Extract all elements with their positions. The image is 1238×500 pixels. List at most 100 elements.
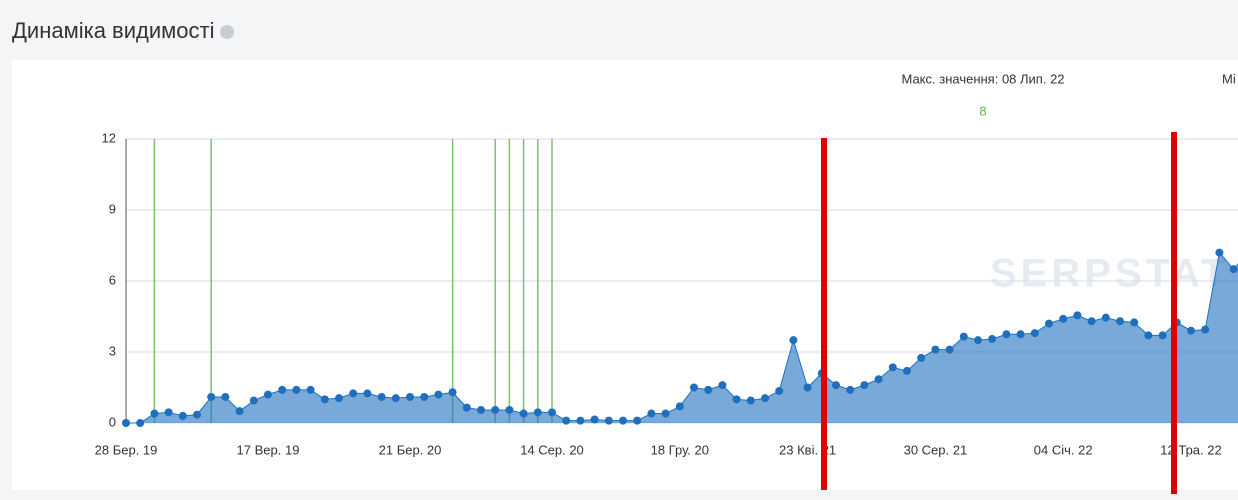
point	[264, 390, 272, 399]
point	[761, 394, 769, 403]
point	[477, 405, 485, 414]
point	[1201, 325, 1210, 334]
point	[1073, 311, 1082, 320]
point	[278, 385, 287, 394]
title-text: Динаміка видимості	[12, 18, 215, 43]
point	[1002, 330, 1011, 339]
point	[519, 409, 528, 418]
y-tick-label: 12	[102, 130, 116, 145]
point	[888, 363, 897, 372]
x-tick-label: 28 Бер. 19	[95, 442, 158, 457]
point	[548, 408, 556, 417]
x-tick-label: 14 Сер. 20	[520, 442, 584, 457]
point	[1030, 329, 1039, 338]
point	[178, 411, 187, 420]
point	[1116, 317, 1124, 326]
point	[434, 390, 443, 399]
point	[704, 385, 713, 394]
point	[732, 395, 741, 404]
red-annotation	[1171, 132, 1177, 494]
point	[193, 410, 201, 419]
point	[1045, 319, 1053, 328]
point	[363, 389, 372, 398]
point	[604, 416, 613, 425]
point	[746, 396, 755, 405]
point	[377, 392, 386, 401]
point	[1087, 317, 1096, 326]
point	[860, 381, 869, 390]
point	[590, 415, 599, 424]
point	[675, 402, 684, 411]
point	[718, 381, 727, 390]
point	[1229, 265, 1238, 274]
point	[846, 385, 855, 394]
point	[1101, 313, 1110, 322]
point	[221, 392, 230, 401]
point	[803, 383, 812, 392]
point	[959, 332, 968, 341]
x-tick-label: 21 Бер. 20	[379, 442, 442, 457]
point	[391, 394, 400, 403]
point	[164, 408, 173, 417]
x-tick-label: 12 Тра. 22	[1160, 442, 1221, 457]
x-tick-label: 17 Вер. 19	[237, 442, 300, 457]
x-tick-label: 30 Сер. 21	[904, 442, 968, 457]
point	[306, 385, 315, 394]
y-tick-label: 6	[109, 272, 116, 287]
point	[122, 419, 130, 427]
point	[1158, 331, 1167, 340]
point	[448, 388, 457, 397]
x-tick-label: 18 Гру. 20	[651, 442, 709, 457]
point	[633, 416, 642, 425]
plot: SERPSTAT 0 3 6 9 12 28 Бер. 19 17 Вер. 19 21 Бер…	[95, 71, 1238, 457]
point	[320, 395, 329, 404]
info-icon[interactable]	[220, 25, 235, 40]
area	[126, 252, 1238, 423]
point	[533, 408, 542, 417]
point	[505, 405, 514, 414]
red-annotation	[821, 138, 827, 490]
watermark: SERPSTAT	[990, 252, 1229, 296]
point	[917, 353, 926, 362]
point	[647, 409, 656, 418]
point	[462, 403, 471, 412]
y-tick-label: 9	[109, 201, 116, 216]
point	[903, 366, 911, 375]
point	[661, 409, 670, 418]
point	[420, 392, 429, 401]
y-tick-label: 3	[109, 343, 116, 358]
point	[349, 389, 358, 398]
max-value: 8	[979, 103, 986, 118]
point	[235, 407, 244, 416]
point	[832, 381, 840, 390]
point	[1059, 314, 1068, 323]
point	[690, 383, 698, 392]
x-tick-label: 04 Січ. 22	[1034, 442, 1093, 457]
point	[562, 416, 571, 425]
point	[406, 392, 414, 401]
point	[1187, 326, 1195, 335]
min-label: Мі	[1222, 71, 1236, 86]
point	[874, 375, 883, 384]
point	[1016, 330, 1025, 339]
point	[775, 387, 784, 396]
point	[1215, 248, 1224, 257]
y-tick-label: 0	[109, 414, 116, 429]
section-title: Динаміка видимості	[12, 18, 235, 44]
x-tick-label: 23 Кві. 21	[779, 442, 836, 457]
point	[619, 416, 627, 425]
point	[789, 336, 798, 345]
point	[249, 396, 258, 405]
max-label: Макс. значення: 08 Лип. 22	[901, 71, 1064, 86]
point	[207, 392, 216, 401]
point	[136, 419, 145, 427]
point	[491, 405, 500, 414]
point	[576, 416, 585, 425]
point	[292, 385, 301, 394]
point	[150, 409, 159, 418]
point	[974, 336, 982, 345]
point	[988, 334, 997, 343]
point	[1144, 331, 1153, 340]
